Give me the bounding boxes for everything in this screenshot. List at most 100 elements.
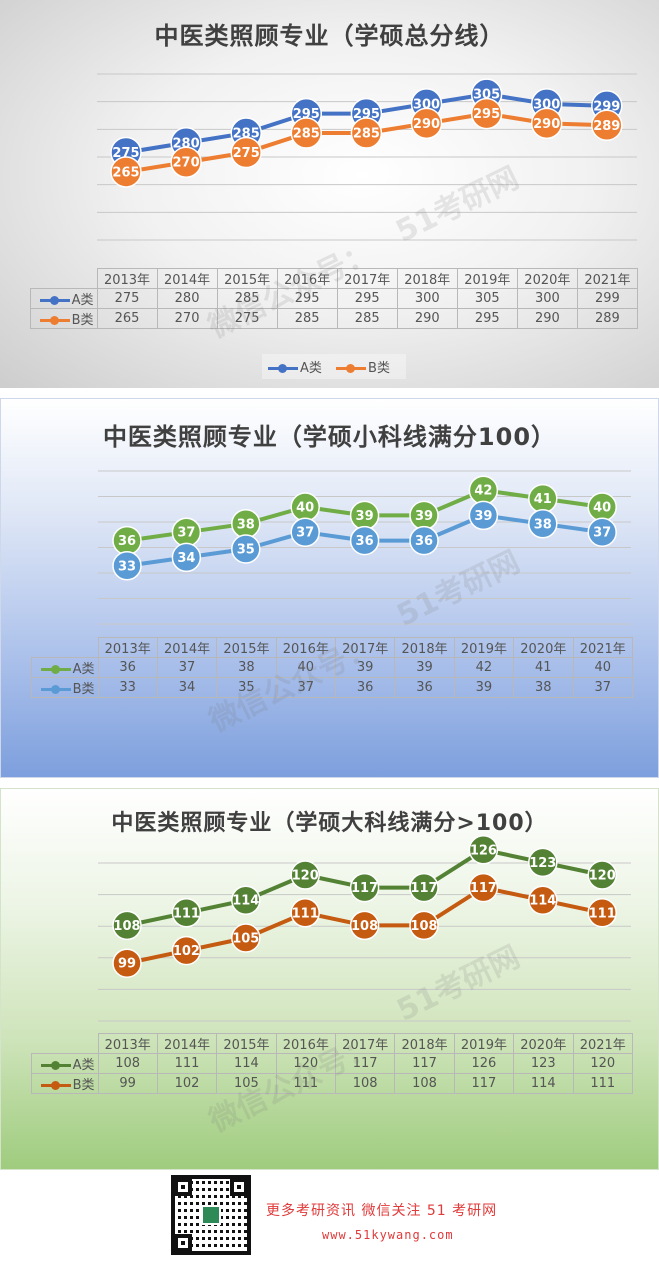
- table-cell: 114: [513, 1073, 574, 1094]
- table-header-year: 2017年: [334, 1033, 396, 1054]
- table-row: B类 99 102 105 111 108 108 117 114 111: [31, 1073, 633, 1094]
- table-header-year: 2014年: [156, 1033, 218, 1054]
- legend-item-a: A类: [268, 361, 322, 376]
- table-cell: 39: [453, 677, 515, 698]
- table-header-row: 2013年 2014年 2015年 2016年 2017年 2018年 2019年 2020年…: [30, 268, 639, 289]
- table-cell: 285: [336, 308, 398, 329]
- table-cell: 40: [275, 657, 337, 678]
- table-cell: 295: [456, 308, 518, 329]
- data-label: 39: [415, 509, 433, 524]
- data-label: 275: [112, 146, 139, 161]
- data-point: [410, 107, 443, 140]
- data-label: 289: [593, 119, 620, 134]
- data-label: 38: [534, 517, 552, 532]
- qr-finder: [230, 1178, 248, 1196]
- data-label: 114: [529, 894, 556, 909]
- website-link[interactable]: www.51kywang.com: [322, 1228, 454, 1242]
- footer-promo: 更多考研资讯 微信关注 51 考研网 www.51kywang.com: [0, 1170, 659, 1270]
- table-row-label: A类: [31, 1053, 99, 1074]
- legend-label-b: B类: [368, 361, 390, 376]
- data-label: 117: [410, 881, 437, 896]
- table-cell: 285: [216, 288, 278, 309]
- data-point: [290, 898, 320, 928]
- table-cell: 105: [216, 1073, 277, 1094]
- data-label: 108: [351, 919, 378, 934]
- table-header-row: 2013年 2014年 2015年 2016年 2017年 2018年 2019年 2020年…: [31, 1033, 633, 1054]
- series-name: B类: [72, 682, 95, 697]
- table-cell: 295: [336, 288, 398, 309]
- data-label: 290: [413, 117, 440, 132]
- data-label: 285: [293, 127, 320, 142]
- series-name: A类: [72, 662, 95, 677]
- series-key-icon: [40, 685, 71, 694]
- data-label: 123: [529, 856, 556, 871]
- table-row-label: B类: [30, 308, 98, 329]
- chart-panel-total-score: 中医类照顾专业（学硕总分线） 275 280 285 295 295 300 305 300 2…: [0, 0, 659, 388]
- table-row-label: B类: [31, 1073, 99, 1094]
- table-row: A类 108 111 114 120 117 117 126 123 120: [31, 1053, 633, 1074]
- legend-item-b: B类: [336, 361, 390, 376]
- data-label: 105: [232, 932, 259, 947]
- data-point: [231, 923, 261, 953]
- table-header-year: 2015年: [216, 268, 278, 289]
- table-header-year: 2013年: [97, 1033, 158, 1054]
- qr-code-icon[interactable]: [171, 1175, 251, 1255]
- table-cell: 38: [513, 677, 574, 698]
- data-point: [230, 136, 262, 169]
- table-cell: 37: [275, 677, 337, 698]
- data-point: [290, 860, 320, 890]
- data-point: [409, 525, 439, 556]
- data-label: 35: [237, 543, 255, 558]
- data-point: [171, 898, 202, 928]
- table-cell: 120: [275, 1053, 337, 1074]
- table-cell: 108: [394, 1073, 455, 1094]
- table-corner: [30, 268, 98, 289]
- table-header-year: 2015年: [216, 1033, 277, 1054]
- data-label: 305: [473, 88, 500, 103]
- table-header-year: 2018年: [394, 637, 455, 658]
- data-point: [468, 872, 499, 903]
- table-cell: 40: [572, 657, 633, 678]
- data-label: 275: [233, 146, 260, 161]
- table-cell: 289: [576, 308, 639, 329]
- table-cell: 300: [516, 288, 578, 309]
- data-point: [170, 146, 202, 178]
- data-point: [349, 910, 380, 941]
- qr-logo-icon: [201, 1205, 221, 1225]
- table-cell: 275: [216, 308, 278, 329]
- data-label: 34: [177, 551, 195, 566]
- table-cell: 290: [396, 308, 458, 329]
- series-key-icon: [40, 1061, 71, 1070]
- table-header-year: 2019年: [453, 637, 515, 658]
- data-point: [587, 860, 617, 890]
- table-row: B类 33 34 35 37 36 36 39 38 37: [31, 677, 633, 698]
- data-label: 285: [353, 127, 380, 142]
- table-header-year: 2018年: [394, 1033, 455, 1054]
- table-cell: 39: [334, 657, 396, 678]
- data-label: 99: [118, 957, 136, 972]
- data-point: [112, 551, 142, 581]
- data-label: 38: [237, 517, 255, 532]
- line-chart-total-score: 275 280 285 295 295 300 305 300 299 265 270 275 285 2…: [97, 73, 637, 241]
- table-cell: 120: [572, 1053, 633, 1074]
- table-header-year: 2016年: [275, 1033, 337, 1054]
- table-header-year: 2013年: [96, 268, 158, 289]
- table-header-year: 2020年: [516, 268, 578, 289]
- data-point: [231, 534, 261, 564]
- table-cell: 114: [216, 1053, 277, 1074]
- data-label: 39: [356, 509, 374, 524]
- data-label: 37: [296, 526, 314, 541]
- table-header-year: 2014年: [156, 637, 218, 658]
- data-label: 300: [413, 97, 440, 112]
- table-cell: 38: [216, 657, 277, 678]
- chart-legend: A类 B类: [262, 354, 406, 379]
- table-cell: 117: [334, 1053, 396, 1074]
- table-cell: 102: [156, 1073, 218, 1094]
- data-label: 285: [233, 127, 260, 142]
- qr-finder: [174, 1178, 192, 1196]
- data-point: [591, 109, 623, 142]
- table-cell: 36: [394, 677, 455, 698]
- data-label: 33: [118, 559, 136, 574]
- data-label: 111: [589, 906, 616, 921]
- data-label: 126: [470, 843, 497, 858]
